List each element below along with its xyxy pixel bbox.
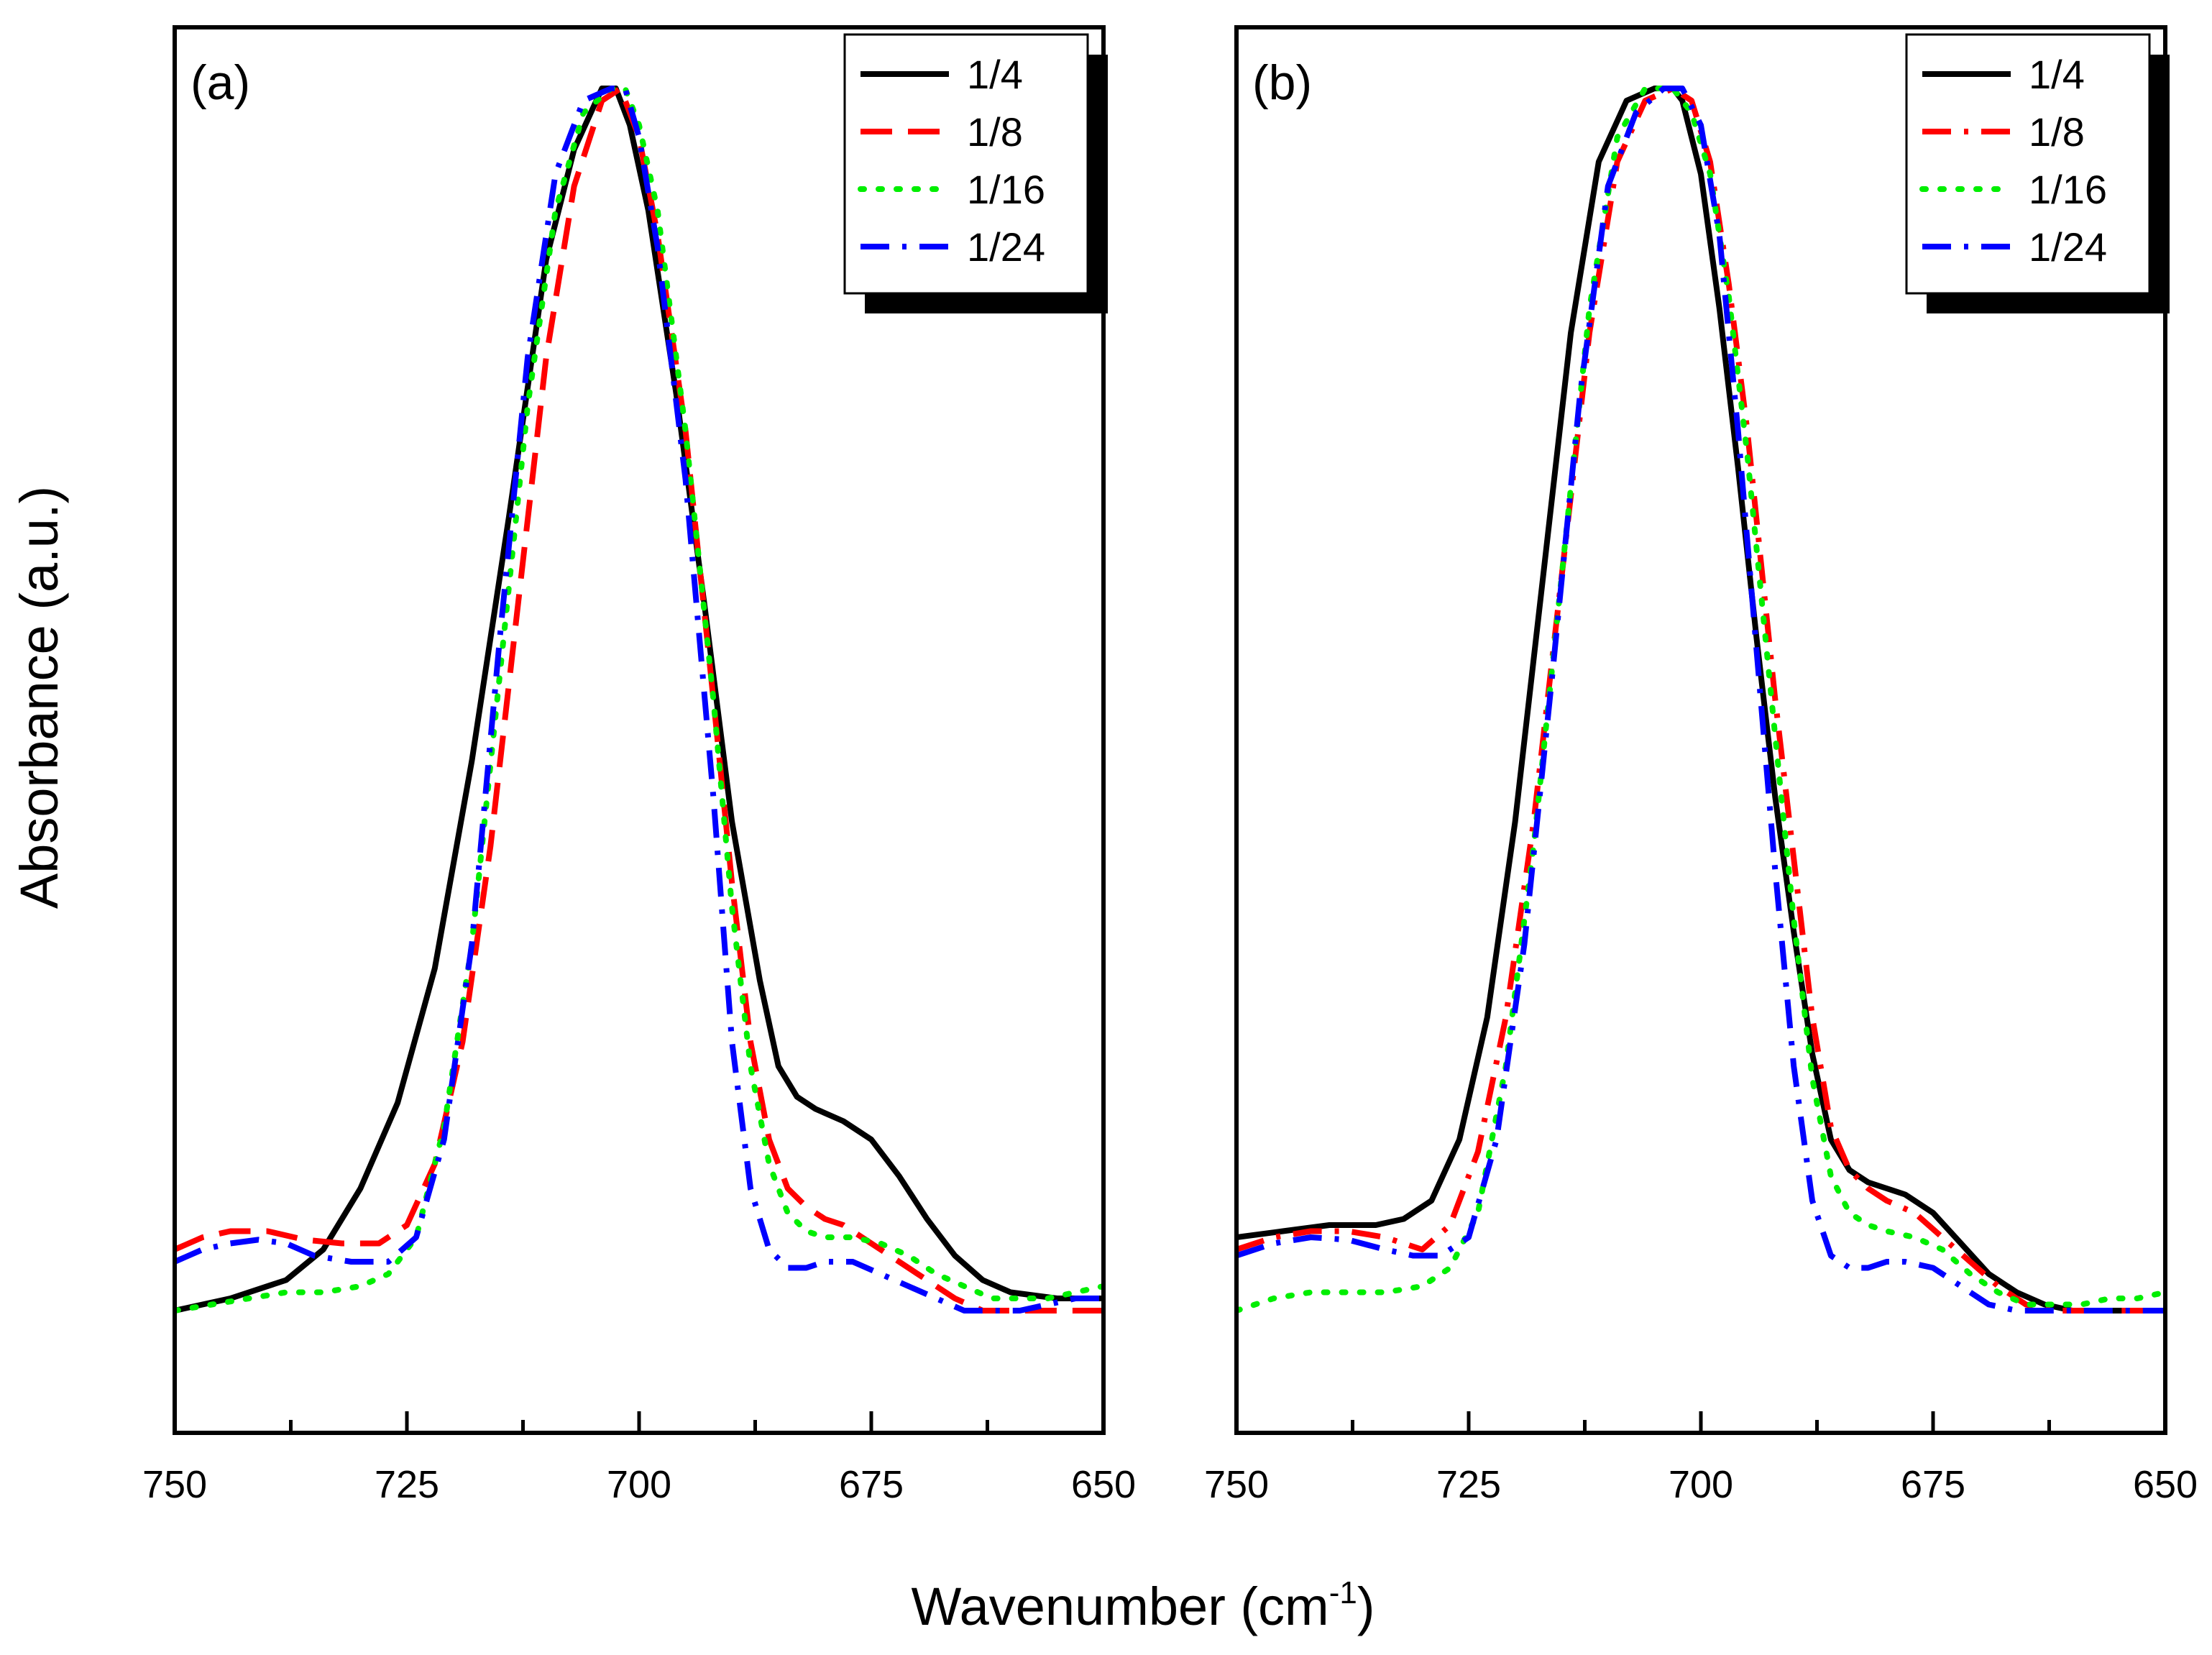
x-axis-title-close: ) [1357, 1577, 1375, 1636]
panel-label: (a) [191, 55, 250, 110]
legend-label-1-16: 1/16 [2029, 167, 2107, 212]
x-axis-title-superscript: -1 [1329, 1575, 1357, 1610]
series-line-1-4 [175, 86, 1103, 1314]
x-tick-label: 750 [142, 1463, 207, 1506]
legend-box [1905, 33, 2151, 295]
legend-label-1-16: 1/16 [967, 167, 1045, 212]
y-axis-title: Absorbance (a.u.) [9, 486, 69, 909]
x-tick-label: 725 [1436, 1463, 1501, 1506]
legend-label-1-8: 1/8 [967, 109, 1023, 155]
series-line-1-4 [1236, 86, 2165, 1314]
legend-label-1-8: 1/8 [2029, 109, 2085, 155]
x-tick-label: 650 [2133, 1463, 2198, 1506]
x-axis-title: Wavenumber (cm-1) [912, 1575, 1375, 1636]
legend-box [843, 33, 1089, 295]
x-tick-label: 675 [839, 1463, 904, 1506]
series-line-1-8 [1236, 86, 2165, 1314]
x-tick-label: 700 [1669, 1463, 1733, 1506]
series-line-1-24 [175, 86, 1103, 1314]
series-line-1-16 [175, 86, 1103, 1314]
legend-label-1-4: 1/4 [2029, 52, 2085, 97]
x-tick-label: 650 [1071, 1463, 1136, 1506]
series-line-1-8 [175, 86, 1103, 1314]
panel-label: (b) [1252, 55, 1312, 110]
legend-label-1-4: 1/4 [967, 52, 1023, 97]
x-tick-label: 725 [375, 1463, 439, 1506]
series-group [175, 86, 1103, 1314]
panel-a: 750 725 700 675 650 (a) 1/4 1/8 1/16 1/24 [142, 25, 1136, 1506]
series-group [1236, 86, 2165, 1314]
x-tick-label: 750 [1204, 1463, 1269, 1506]
panel-b: 750 725 700 675 650 (b) 1/4 1/8 1/16 1/24 [1204, 25, 2198, 1506]
series-line-1-24 [1236, 86, 2165, 1314]
x-axis-title-main: Wavenumber (cm [912, 1577, 1329, 1636]
x-tick-label: 675 [1901, 1463, 1965, 1506]
legend-label-1-24: 1/24 [2029, 224, 2107, 270]
series-line-1-16 [1236, 86, 2165, 1314]
x-tick-label: 700 [607, 1463, 671, 1506]
legend-label-1-24: 1/24 [967, 224, 1045, 270]
